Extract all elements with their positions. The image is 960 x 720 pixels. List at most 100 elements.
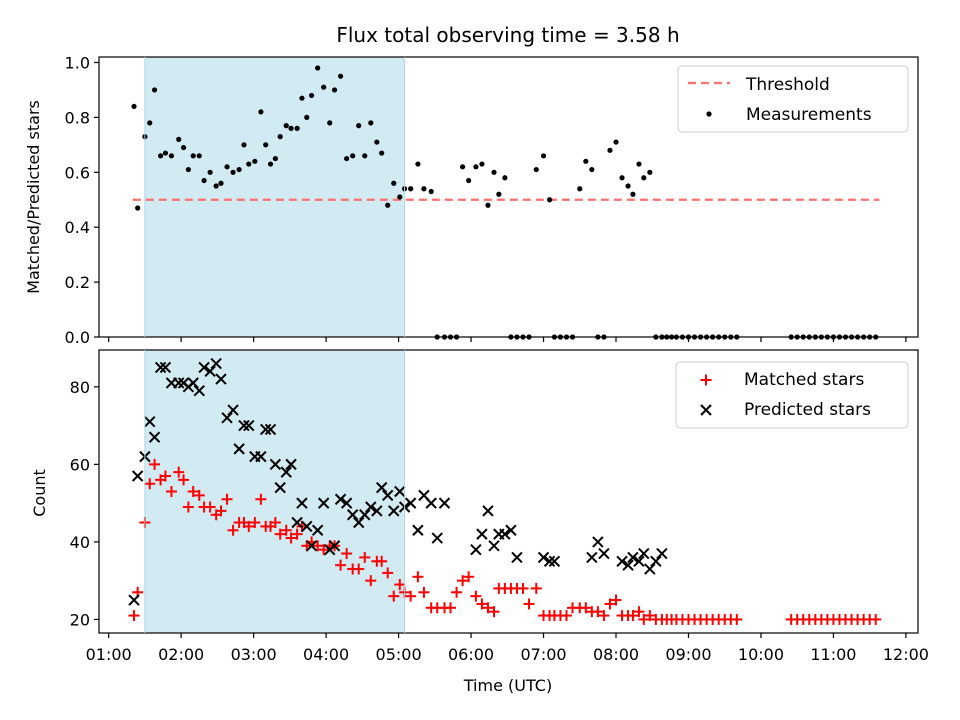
matched-point bbox=[193, 489, 205, 501]
matched-point bbox=[365, 575, 377, 587]
predicted-point bbox=[394, 485, 406, 498]
predicted-point bbox=[227, 404, 239, 416]
x-tick-label: 11:00 bbox=[810, 645, 856, 664]
bottom-observing-window-shade bbox=[144, 350, 405, 633]
bottom-legend-box bbox=[675, 361, 909, 429]
legend-predicted-label: Predicted stars bbox=[744, 400, 871, 420]
predicted-point bbox=[131, 470, 144, 482]
top-y-axis: 0.0 0.2 0.4 0.6 0.8 1.0 bbox=[65, 53, 99, 347]
x-tick-label: 08:00 bbox=[593, 645, 639, 664]
x-tick-label: 10:00 bbox=[738, 645, 784, 664]
matched-point bbox=[604, 598, 616, 610]
measurement-point bbox=[241, 142, 247, 148]
measurement-point bbox=[288, 125, 294, 131]
matched-point bbox=[394, 579, 406, 591]
predicted-point bbox=[144, 416, 156, 428]
predicted-point bbox=[187, 377, 199, 389]
measurement-point bbox=[258, 109, 264, 115]
top-x-ticks bbox=[108, 337, 907, 342]
measurement-point bbox=[196, 153, 202, 159]
predicted-point bbox=[371, 505, 383, 517]
measurement-point bbox=[201, 177, 207, 184]
predicted-point bbox=[622, 559, 634, 571]
predicted-point bbox=[470, 543, 482, 556]
predicted-point bbox=[482, 505, 494, 517]
predicted-point bbox=[238, 419, 250, 432]
bottom-y-tick-label: 80 bbox=[70, 378, 90, 397]
matched-point bbox=[178, 474, 190, 486]
measurement-point bbox=[625, 183, 631, 189]
legend-measurement-label: Measurements bbox=[746, 105, 872, 125]
matched-point bbox=[627, 610, 639, 622]
measurement-point bbox=[218, 180, 224, 186]
matched-point bbox=[149, 458, 161, 470]
measurement-point bbox=[337, 73, 344, 79]
bottom-y-axis: 20 40 60 80 bbox=[70, 378, 99, 629]
top-axes-frame bbox=[98, 56, 919, 338]
predicted-point bbox=[148, 431, 161, 443]
predicted-point bbox=[586, 551, 598, 564]
predicted-point bbox=[616, 555, 628, 567]
matched-point bbox=[291, 528, 303, 540]
top-legend-box bbox=[677, 65, 909, 133]
measurement-point bbox=[252, 158, 258, 164]
matched-point bbox=[388, 590, 400, 602]
top-y-tick-label: 0.4 bbox=[65, 218, 90, 237]
measurement-point bbox=[315, 65, 321, 71]
predicted-point bbox=[328, 540, 341, 552]
measurement-point bbox=[321, 84, 327, 90]
predicted-point bbox=[215, 373, 227, 385]
predicted-point bbox=[438, 497, 451, 509]
measurement-point bbox=[344, 155, 350, 162]
matched-point bbox=[249, 517, 261, 529]
predicted-point bbox=[340, 497, 353, 509]
matched-point bbox=[376, 555, 388, 567]
matched-point bbox=[638, 613, 650, 625]
predicted-point bbox=[221, 412, 233, 424]
measurement-point bbox=[327, 120, 333, 126]
matched-point bbox=[255, 493, 267, 505]
x-tick-label: 09:00 bbox=[665, 645, 711, 664]
predicted-point bbox=[548, 555, 561, 567]
measurement-point bbox=[479, 161, 485, 167]
measurement-point bbox=[374, 139, 380, 145]
predicted-point bbox=[412, 524, 424, 536]
measurement-point bbox=[135, 205, 141, 211]
measurement-point bbox=[589, 166, 595, 173]
predicted-point bbox=[627, 551, 639, 564]
predicted-point bbox=[650, 555, 662, 567]
measurement-point bbox=[277, 134, 283, 140]
matched-point bbox=[412, 571, 424, 583]
measurement-point bbox=[533, 166, 539, 173]
predicted-point bbox=[499, 528, 511, 540]
predicted-point bbox=[159, 361, 172, 374]
predicted-point bbox=[243, 419, 255, 432]
measurement-point bbox=[397, 194, 403, 200]
measurement-point bbox=[636, 161, 642, 167]
predicted-point bbox=[488, 540, 500, 552]
measurement-point bbox=[230, 169, 236, 175]
predicted-point bbox=[264, 423, 277, 436]
measurement-point bbox=[331, 87, 338, 93]
top-y-tick-label: 0.6 bbox=[65, 163, 90, 182]
measurement-point bbox=[502, 175, 508, 181]
predicted-point bbox=[431, 532, 443, 544]
measurement-point bbox=[299, 95, 305, 101]
x-tick-label: 12:00 bbox=[883, 645, 929, 664]
matched-point bbox=[165, 486, 177, 497]
predicted-point bbox=[543, 555, 556, 567]
predicted-point bbox=[365, 501, 377, 513]
matched-point bbox=[482, 602, 494, 614]
measurement-point bbox=[356, 123, 362, 129]
matched-point bbox=[187, 486, 199, 497]
bottom-x-axis: 01:00 02:00 03:00 04:00 05:00 06:00 07:00 08:00… bbox=[86, 633, 929, 664]
matched-point bbox=[382, 567, 394, 579]
matched-point bbox=[445, 602, 457, 614]
measurement-point bbox=[415, 161, 421, 167]
measurement-point bbox=[176, 136, 182, 142]
measurement-point bbox=[428, 188, 434, 195]
predicted-point bbox=[301, 520, 313, 533]
predicted-point bbox=[269, 458, 282, 471]
